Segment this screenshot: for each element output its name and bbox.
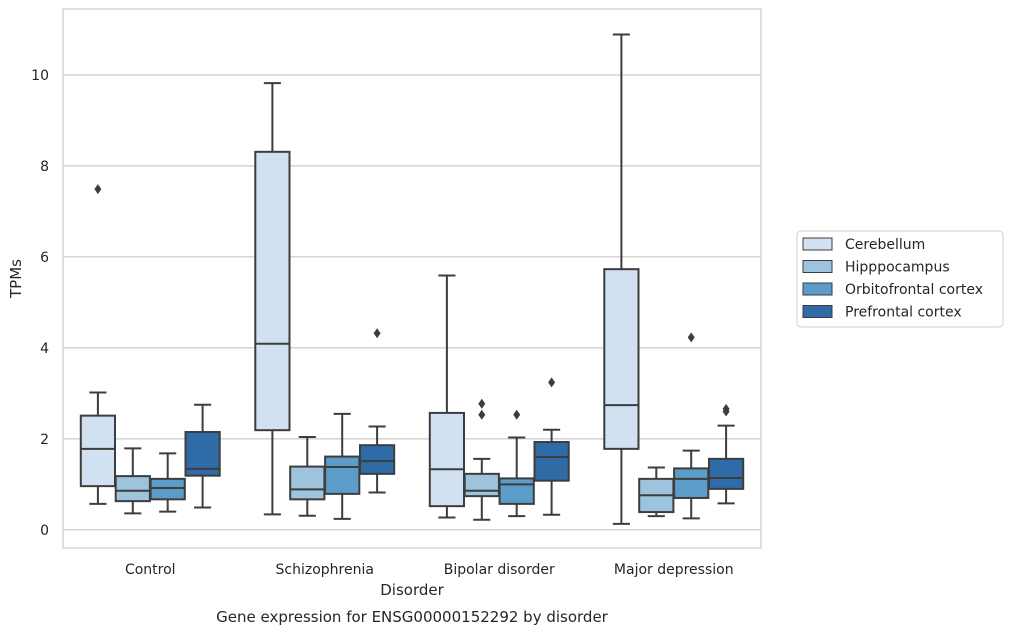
plot-area xyxy=(79,33,745,525)
y-tick-label: 8 xyxy=(40,159,49,175)
box xyxy=(254,82,291,516)
box xyxy=(498,409,535,518)
x-tick-label: Bipolar disorder xyxy=(444,562,555,578)
y-tick-label: 0 xyxy=(40,523,49,539)
box-body xyxy=(358,444,396,475)
box-body xyxy=(673,467,710,499)
y-tick-label: 10 xyxy=(31,68,49,84)
box xyxy=(673,332,710,520)
box-body xyxy=(289,465,326,501)
box-body xyxy=(254,150,291,432)
box xyxy=(358,328,396,494)
grid-lines xyxy=(63,74,761,531)
box xyxy=(533,377,570,516)
box xyxy=(149,452,186,513)
box-body xyxy=(79,414,117,488)
box-body xyxy=(149,477,186,501)
box-outlier xyxy=(687,332,695,343)
legend-frame xyxy=(796,230,1004,328)
y-axis-ticks: 0 2 4 6 8 10 xyxy=(31,68,49,539)
box xyxy=(79,184,117,505)
box xyxy=(603,33,640,525)
x-tick-label: Control xyxy=(125,562,176,578)
legend-swatch xyxy=(802,282,833,296)
box xyxy=(638,466,675,518)
box-outlier xyxy=(478,398,486,409)
box-body xyxy=(533,441,570,482)
box-outlier xyxy=(94,184,102,195)
box-body xyxy=(498,477,535,505)
x-axis-label: Disorder xyxy=(380,581,444,599)
legend-swatch xyxy=(802,237,833,251)
box xyxy=(707,403,745,505)
box xyxy=(428,274,466,519)
x-axis-ticks: Control Schizophrenia Bipolar disorder Majo… xyxy=(125,562,734,578)
legend-label: Hipppocampus xyxy=(845,260,950,276)
box-outlier xyxy=(548,377,556,388)
plot-frame xyxy=(62,8,762,549)
box xyxy=(463,398,500,521)
legend-label: Cerebellum xyxy=(845,237,925,253)
y-tick-label: 6 xyxy=(40,250,49,266)
box-body xyxy=(428,411,466,508)
box-body xyxy=(324,455,361,495)
box xyxy=(184,403,221,509)
box-outlier xyxy=(513,409,521,420)
legend-label: Prefrontal cortex xyxy=(845,305,962,321)
x-tick-label: Schizophrenia xyxy=(276,562,374,578)
box-body xyxy=(114,475,151,503)
chart-title: Gene expression for ENSG00000152292 by d… xyxy=(216,608,609,626)
box-body xyxy=(707,457,745,490)
box-body xyxy=(463,472,500,498)
x-tick-label: Major depression xyxy=(614,562,734,578)
y-axis-label: TPMs xyxy=(7,259,25,299)
box-outlier xyxy=(478,409,486,420)
box-outlier xyxy=(373,328,381,339)
legend-label: Orbitofrontal cortex xyxy=(845,282,983,298)
y-tick-label: 2 xyxy=(40,432,49,448)
box xyxy=(324,412,361,520)
legend: Cerebellum Hipppocampus Orbitofrontal cort… xyxy=(796,230,1004,328)
box-body xyxy=(603,268,640,450)
legend-swatch xyxy=(802,305,833,318)
legend-swatch xyxy=(802,260,833,273)
box-outlier xyxy=(722,403,730,414)
y-tick-label: 4 xyxy=(40,341,49,357)
box xyxy=(289,436,326,517)
box xyxy=(114,447,151,515)
